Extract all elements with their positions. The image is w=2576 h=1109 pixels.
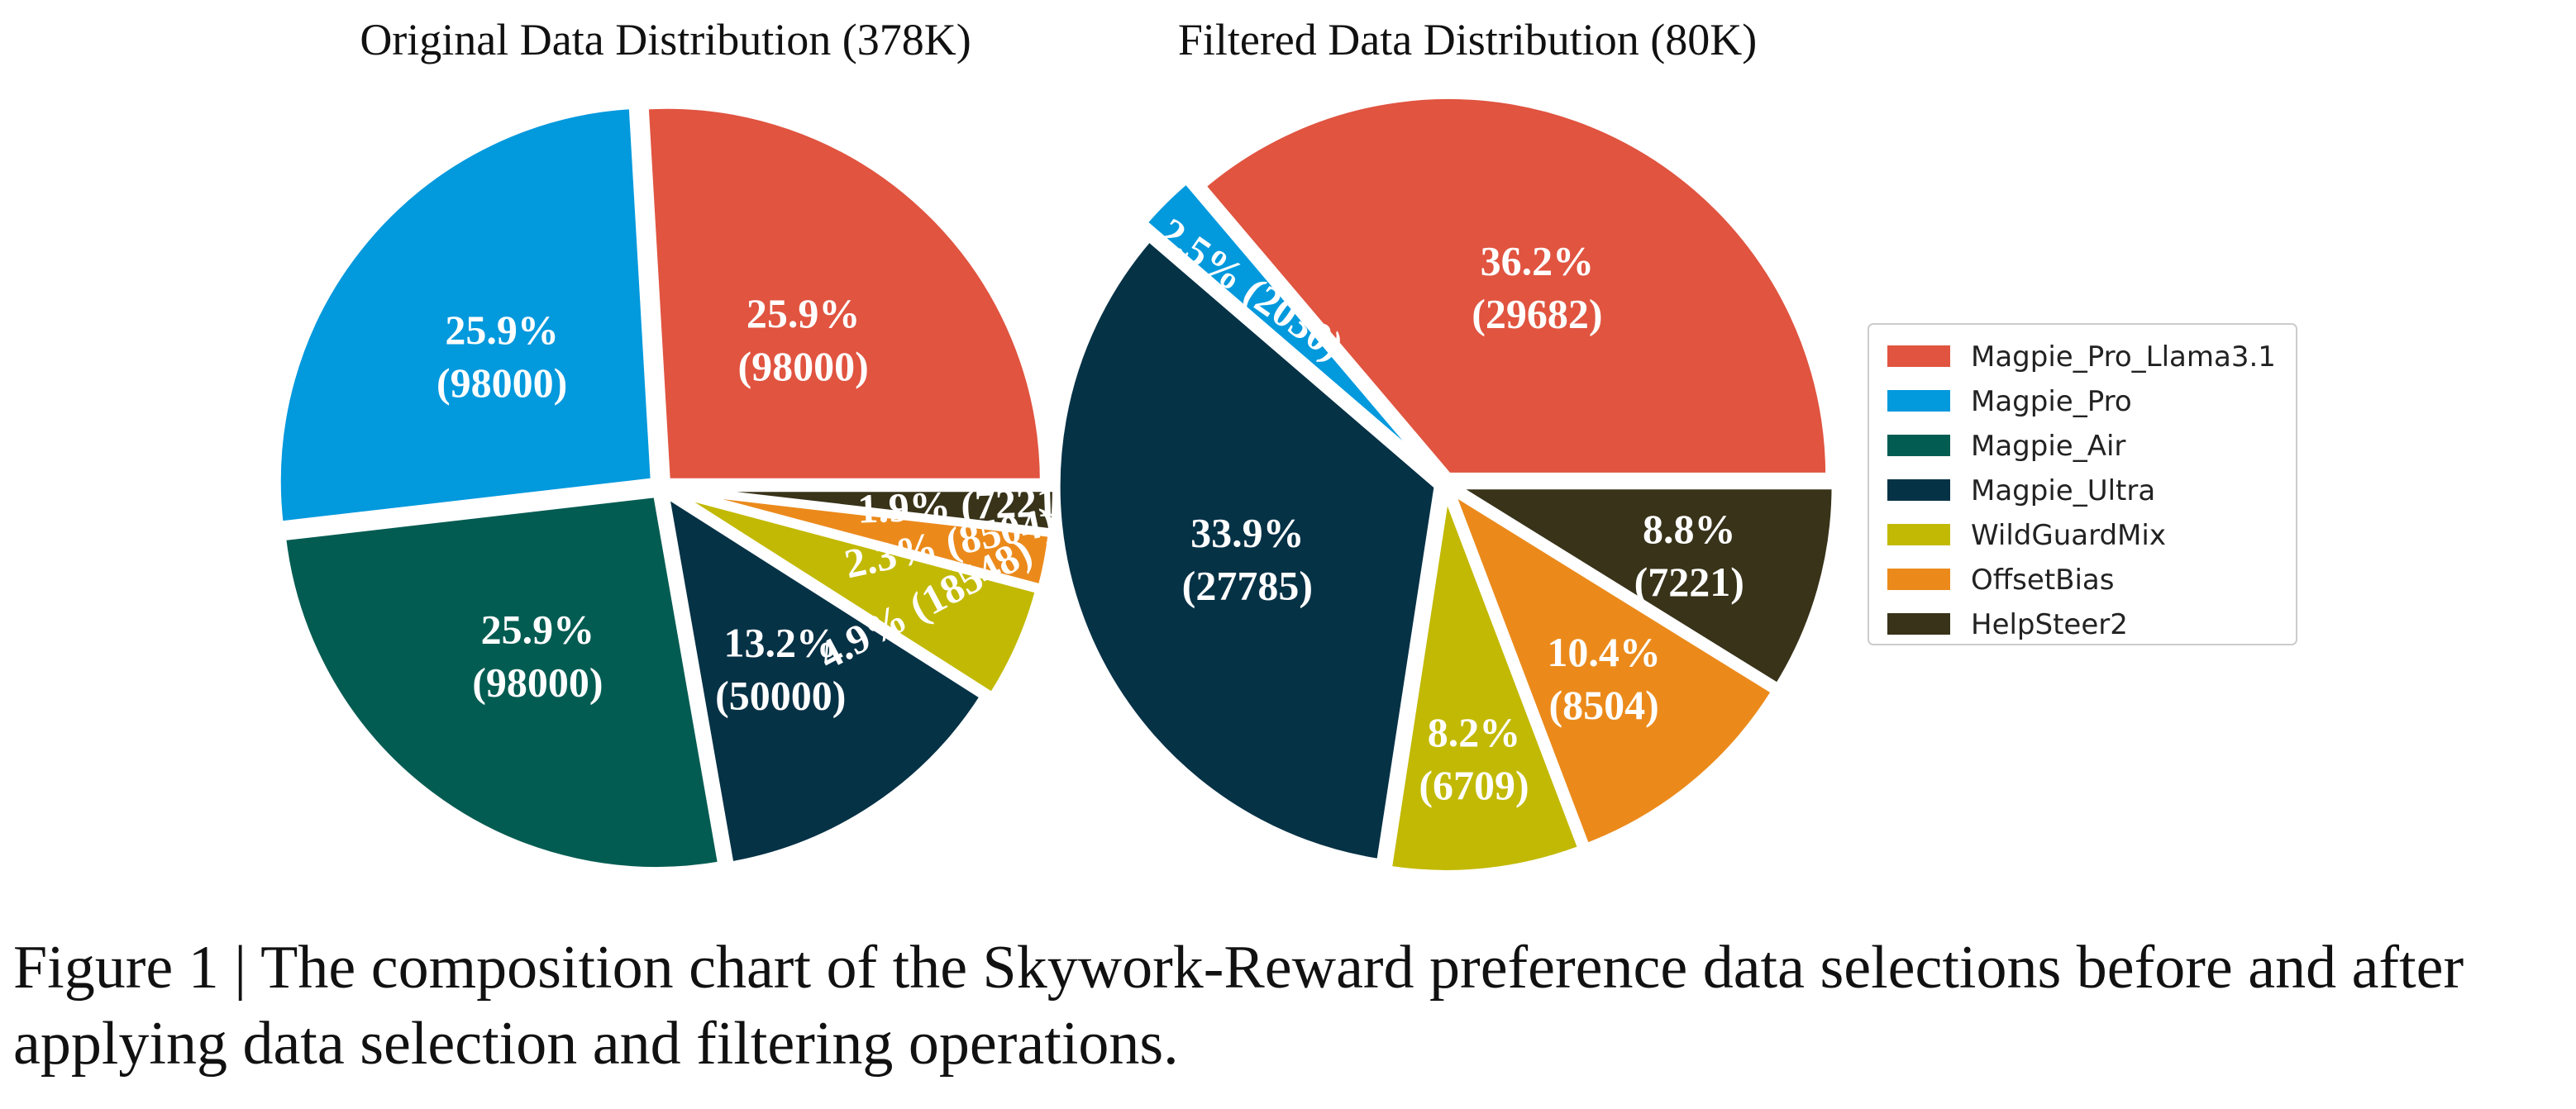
chart-title-original: Original Data Distribution (378K): [360, 15, 971, 64]
legend-label-magpie-pro: Magpie_Pro: [1971, 385, 2132, 418]
chart-title-filtered: Filtered Data Distribution (80K): [1178, 15, 1757, 64]
pie-original: 25.9% (98000)25.9% (98000)25.9% (98000)13.2…: [278, 106, 1072, 870]
figure-caption: Figure 1 | The composition chart of the …: [13, 930, 2568, 1082]
pie-filtered-percent-wildguardmix: 8.2%: [1428, 709, 1521, 755]
legend-label-magpie-air: Magpie_Air: [1971, 430, 2125, 463]
pie-filtered-count-helpsteer2: (7221): [1634, 559, 1744, 605]
legend-swatch-magpie-pro-llama3-1: [1887, 345, 1950, 367]
pie-filtered-percent-magpie-pro-llama3-1: 36.2%: [1481, 238, 1595, 284]
legend: Magpie_Pro_Llama3.1 Magpie_Pro Magpie_Air M…: [1868, 324, 2297, 645]
pie-filtered-count-offsetbias: (8504): [1548, 682, 1658, 728]
legend-label-wildguardmix: WildGuardMix: [1971, 519, 2166, 552]
legend-swatch-magpie-ultra: [1887, 479, 1950, 501]
legend-label-offsetbias: OffsetBias: [1971, 564, 2114, 597]
pie-original-count-magpie-ultra: (50000): [715, 672, 846, 718]
pie-original-percent-magpie-pro: 25.9%: [445, 307, 559, 353]
legend-label-magpie-ultra: Magpie_Ultra: [1971, 474, 2155, 507]
pie-filtered-percent-offsetbias: 10.4%: [1547, 629, 1661, 675]
legend-label-magpie-pro-llama3-1: Magpie_Pro_Llama3.1: [1971, 340, 2276, 374]
legend-swatch-offsetbias: [1887, 569, 1950, 590]
pie-filtered-count-magpie-pro-llama3-1: (29682): [1472, 291, 1602, 337]
pie-original-count-magpie-pro-llama3-1: (98000): [737, 343, 868, 389]
pie-filtered-percent-helpsteer2: 8.8%: [1643, 506, 1736, 552]
legend-label-helpsteer2: HelpSteer2: [1971, 608, 2128, 641]
legend-swatch-helpsteer2: [1887, 613, 1950, 635]
pie-filtered: 36.2% (29682)2.5% (2030)33.9% (27785)8.2%(…: [1057, 96, 1835, 873]
pie-original-count-magpie-air: (98000): [472, 659, 603, 705]
pie-original-count-magpie-pro: (98000): [436, 359, 567, 406]
pie-filtered-percent-magpie-ultra: 33.9%: [1190, 509, 1305, 555]
pie-original-percent-magpie-air: 25.9%: [481, 606, 595, 652]
pie-filtered-count-magpie-ultra: (27785): [1182, 562, 1313, 608]
figure: Original Data Distribution (378K) 25.9% (…: [0, 0, 2576, 1109]
pie-filtered-count-wildguardmix: (6709): [1419, 762, 1529, 808]
legend-swatch-magpie-pro: [1887, 390, 1950, 412]
legend-swatch-wildguardmix: [1887, 524, 1950, 545]
pie-original-percent-magpie-pro-llama3-1: 25.9%: [747, 290, 861, 336]
pie-original-label-helpsteer2: 1.9% (7221): [856, 478, 1071, 532]
legend-swatch-magpie-air: [1887, 435, 1950, 456]
pie-charts-figure: Original Data Distribution (378K) 25.9% (…: [0, 0, 2576, 892]
